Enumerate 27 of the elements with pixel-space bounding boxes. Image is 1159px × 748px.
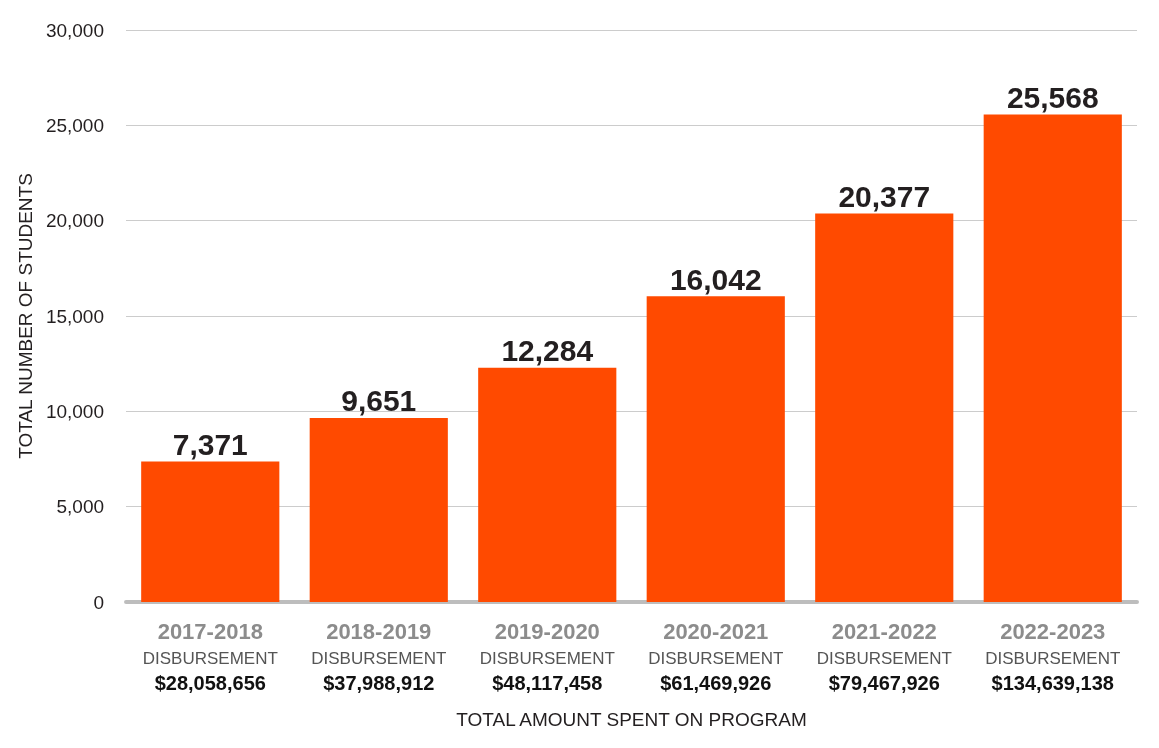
y-tick-label: 5,000 — [56, 496, 105, 518]
y-tick-label: 15,000 — [45, 305, 105, 327]
bar — [983, 114, 1122, 602]
bar — [478, 367, 617, 602]
data-label: 25,568 — [1006, 81, 1099, 114]
y-tick-label: 0 — [93, 591, 105, 613]
x-tick-label: 2020-2021 DISBURSEMENT $61,469,926 — [648, 618, 784, 694]
y-tick-label: 20,000 — [45, 210, 105, 232]
data-label: 9,651 — [341, 384, 417, 418]
data-label: 12,284 — [501, 334, 594, 368]
data-label: 16,042 — [669, 262, 762, 296]
bar — [309, 417, 448, 602]
y-tick-label: 30,000 — [45, 19, 105, 41]
bar — [815, 213, 954, 602]
x-tick-label: 2017-2018 DISBURSEMENT $28,058,656 — [142, 618, 278, 694]
x-tick-label: 2022-2023 DISBURSEMENT $134,639,138 — [985, 618, 1121, 694]
y-tick-label: 25,000 — [45, 114, 105, 136]
y-axis-title: TOTAL NUMBER OF STUDENTS — [15, 173, 36, 459]
x-tick-label: 2018-2019 DISBURSEMENT $37,988,912 — [311, 618, 447, 694]
y-tick-label: 10,000 — [45, 400, 105, 422]
x-axis-title: TOTAL AMOUNT SPENT ON PROGRAM — [456, 709, 807, 730]
data-label: 20,377 — [838, 179, 931, 213]
data-label: 7,371 — [172, 427, 248, 461]
bar — [141, 461, 280, 602]
bar — [646, 296, 785, 602]
x-tick-label: 2021-2022 DISBURSEMENT $79,467,926 — [816, 618, 952, 694]
x-tick-label: 2019-2020 DISBURSEMENT $48,117,458 — [479, 618, 615, 694]
